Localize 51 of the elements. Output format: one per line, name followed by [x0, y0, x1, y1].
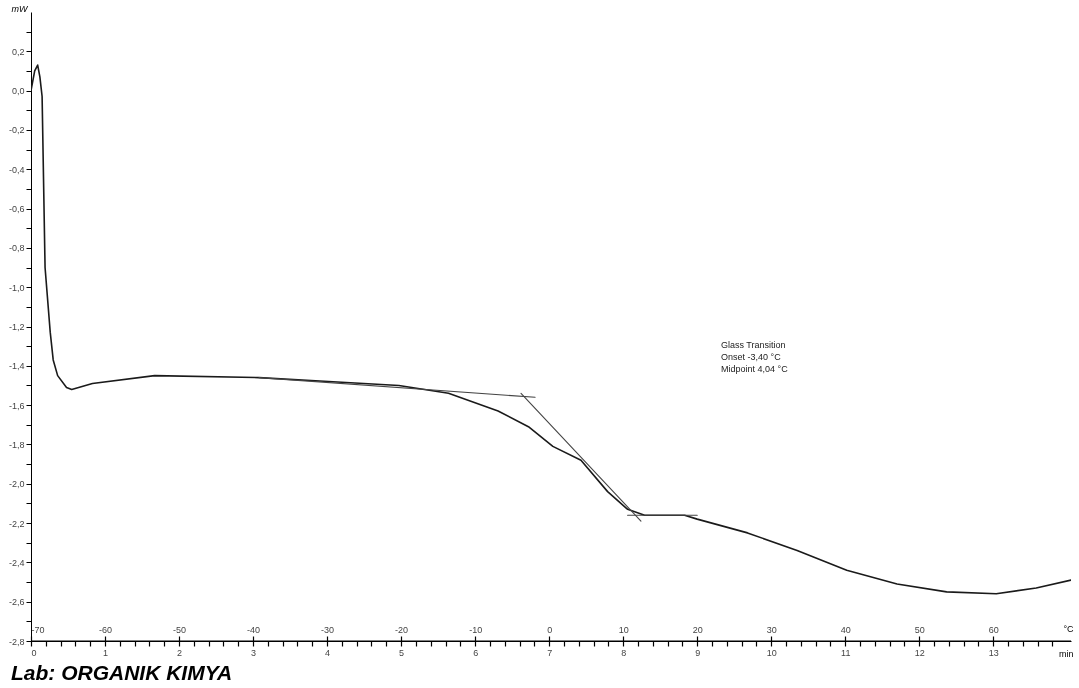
- y-tick-label: -0,6: [8, 204, 25, 215]
- x2-tick-label: -10: [469, 624, 483, 635]
- annotation: Glass Transition: [721, 340, 786, 350]
- y-tick-label: 0,0: [11, 86, 25, 97]
- text: Lab: ORGANIK KIMYA: [11, 661, 233, 684]
- x-tick-label: 4: [325, 647, 331, 658]
- annotation: Midpoint 4,04 °C: [721, 364, 789, 374]
- y-tick-label: -1,0: [8, 282, 25, 293]
- x-tick-label: 1: [103, 647, 109, 658]
- x2-tick-label: 40: [840, 624, 851, 635]
- x-tick-label: 7: [547, 647, 553, 658]
- x2-tick-label: 60: [988, 624, 999, 635]
- y-tick-label: -2,2: [8, 518, 25, 529]
- x-tick-label: 9: [695, 647, 701, 658]
- y-tick-label: -0,4: [8, 164, 25, 175]
- y-tick-label: -1,2: [8, 322, 25, 332]
- y-tick-label: 0,2: [11, 46, 25, 57]
- x2-tick-label: -70: [31, 624, 45, 635]
- annotation: Onset -3,40 °C: [721, 352, 782, 362]
- x-tick-label: 12: [914, 647, 925, 658]
- y-tick-label: -0,2: [8, 125, 25, 136]
- y-tick-label: -0,8: [8, 243, 25, 254]
- y-tick-label: -2,0: [8, 479, 25, 490]
- x-tick-label: 6: [473, 647, 479, 658]
- x-tick-label: 5: [399, 647, 405, 658]
- x2-tick-label: -40: [247, 624, 261, 635]
- x-tick-label: 3: [251, 647, 257, 658]
- x-tick-label: 2: [177, 647, 183, 658]
- x-axis-title: min: [1058, 648, 1074, 659]
- y-tick-label: -1,4: [8, 361, 25, 372]
- x2-tick-label: 30: [766, 624, 777, 635]
- x2-tick-label: -60: [99, 624, 113, 635]
- x2-tick-label: -20: [395, 624, 409, 635]
- x2-tick-label: -30: [321, 624, 335, 635]
- x2-tick-label: 0: [547, 624, 553, 635]
- y-tick-label: -1,8: [8, 439, 25, 450]
- x-tick-label: 10: [766, 647, 777, 658]
- y-tick-label: -2,4: [8, 557, 25, 568]
- x-tick-label: 13: [988, 647, 999, 658]
- x2-axis-title: °C: [1063, 623, 1074, 634]
- x-tick-label: 0: [31, 647, 37, 658]
- y-tick-label: -2,8: [8, 636, 25, 647]
- y-tick-label: -1,6: [8, 400, 25, 411]
- y-tick-label: -2,6: [8, 597, 25, 608]
- x-tick-label: 11: [841, 647, 851, 658]
- x2-tick-label: 50: [914, 624, 925, 635]
- x2-tick-label: 10: [618, 624, 629, 635]
- y-axis-title: mW: [11, 3, 29, 14]
- x2-tick-label: -50: [173, 624, 187, 635]
- x-tick-label: 8: [621, 647, 627, 658]
- x2-tick-label: 20: [692, 624, 703, 635]
